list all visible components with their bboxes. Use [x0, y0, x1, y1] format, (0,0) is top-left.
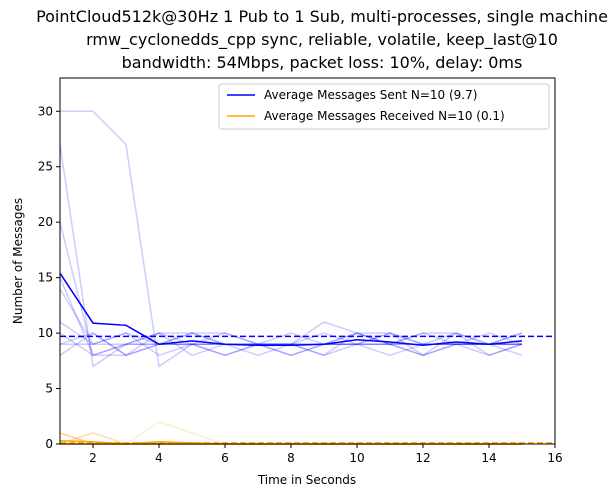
y-tick-label-20: 20 [38, 215, 53, 229]
y-tick-label-30: 30 [38, 104, 53, 118]
chart-title-line-3: bandwidth: 54Mbps, packet loss: 10%, del… [122, 53, 523, 72]
x-axis-ticks: 2 4 6 8 10 12 14 16 [89, 444, 563, 465]
y-tick-label-15: 15 [38, 271, 53, 285]
sent-run-7-line [59, 332, 523, 357]
chart-title-line-2: rmw_cyclonedds_cpp sync, reliable, volat… [86, 30, 558, 50]
x-tick-label-12: 12 [415, 451, 430, 465]
chart-title-line-1: PointCloud512k@30Hz 1 Pub to 1 Sub, mult… [36, 7, 608, 26]
x-tick-label-6: 6 [221, 451, 229, 465]
y-tick-label-25: 25 [38, 160, 53, 174]
x-tick-label-8: 8 [287, 451, 295, 465]
plot-frame [59, 77, 556, 445]
sent-run-4-line [59, 277, 522, 357]
x-tick-label-14: 14 [481, 451, 496, 465]
x-tick-label-4: 4 [155, 451, 163, 465]
received-run-1-line [59, 420, 522, 445]
reference-lines [60, 335, 555, 444]
sent-run-5-line [59, 288, 523, 357]
average-lines [59, 272, 523, 445]
y-tick-label-5: 5 [45, 382, 53, 396]
legend-label-sent: Average Messages Sent N=10 (9.7) [264, 88, 477, 102]
legend-box [218, 83, 550, 130]
legend: Average Messages Sent N=10 (9.7) Average… [218, 83, 550, 130]
x-axis-label: Time in Seconds [257, 473, 356, 487]
y-axis-label: Number of Messages [11, 198, 25, 324]
sent-run-3-line [59, 222, 522, 357]
y-tick-label-10: 10 [38, 326, 53, 340]
x-tick-label-10: 10 [349, 451, 364, 465]
average-sent-line [59, 272, 523, 347]
x-tick-label-2: 2 [89, 451, 97, 465]
y-axis-ticks: 0 5 10 15 20 25 30 [38, 104, 60, 451]
sent-run-1-line [60, 110, 522, 368]
sent-run-9-line [60, 332, 523, 357]
sent-run-8-line [59, 321, 523, 357]
y-tick-label-0: 0 [45, 437, 53, 451]
sent-run-10-line [59, 332, 523, 357]
chart-title: PointCloud512k@30Hz 1 Pub to 1 Sub, mult… [36, 7, 608, 72]
individual-runs [59, 110, 523, 445]
legend-label-received: Average Messages Received N=10 (0.1) [264, 109, 505, 123]
sent-run-2-line [59, 144, 523, 368]
x-tick-label-16: 16 [547, 451, 562, 465]
